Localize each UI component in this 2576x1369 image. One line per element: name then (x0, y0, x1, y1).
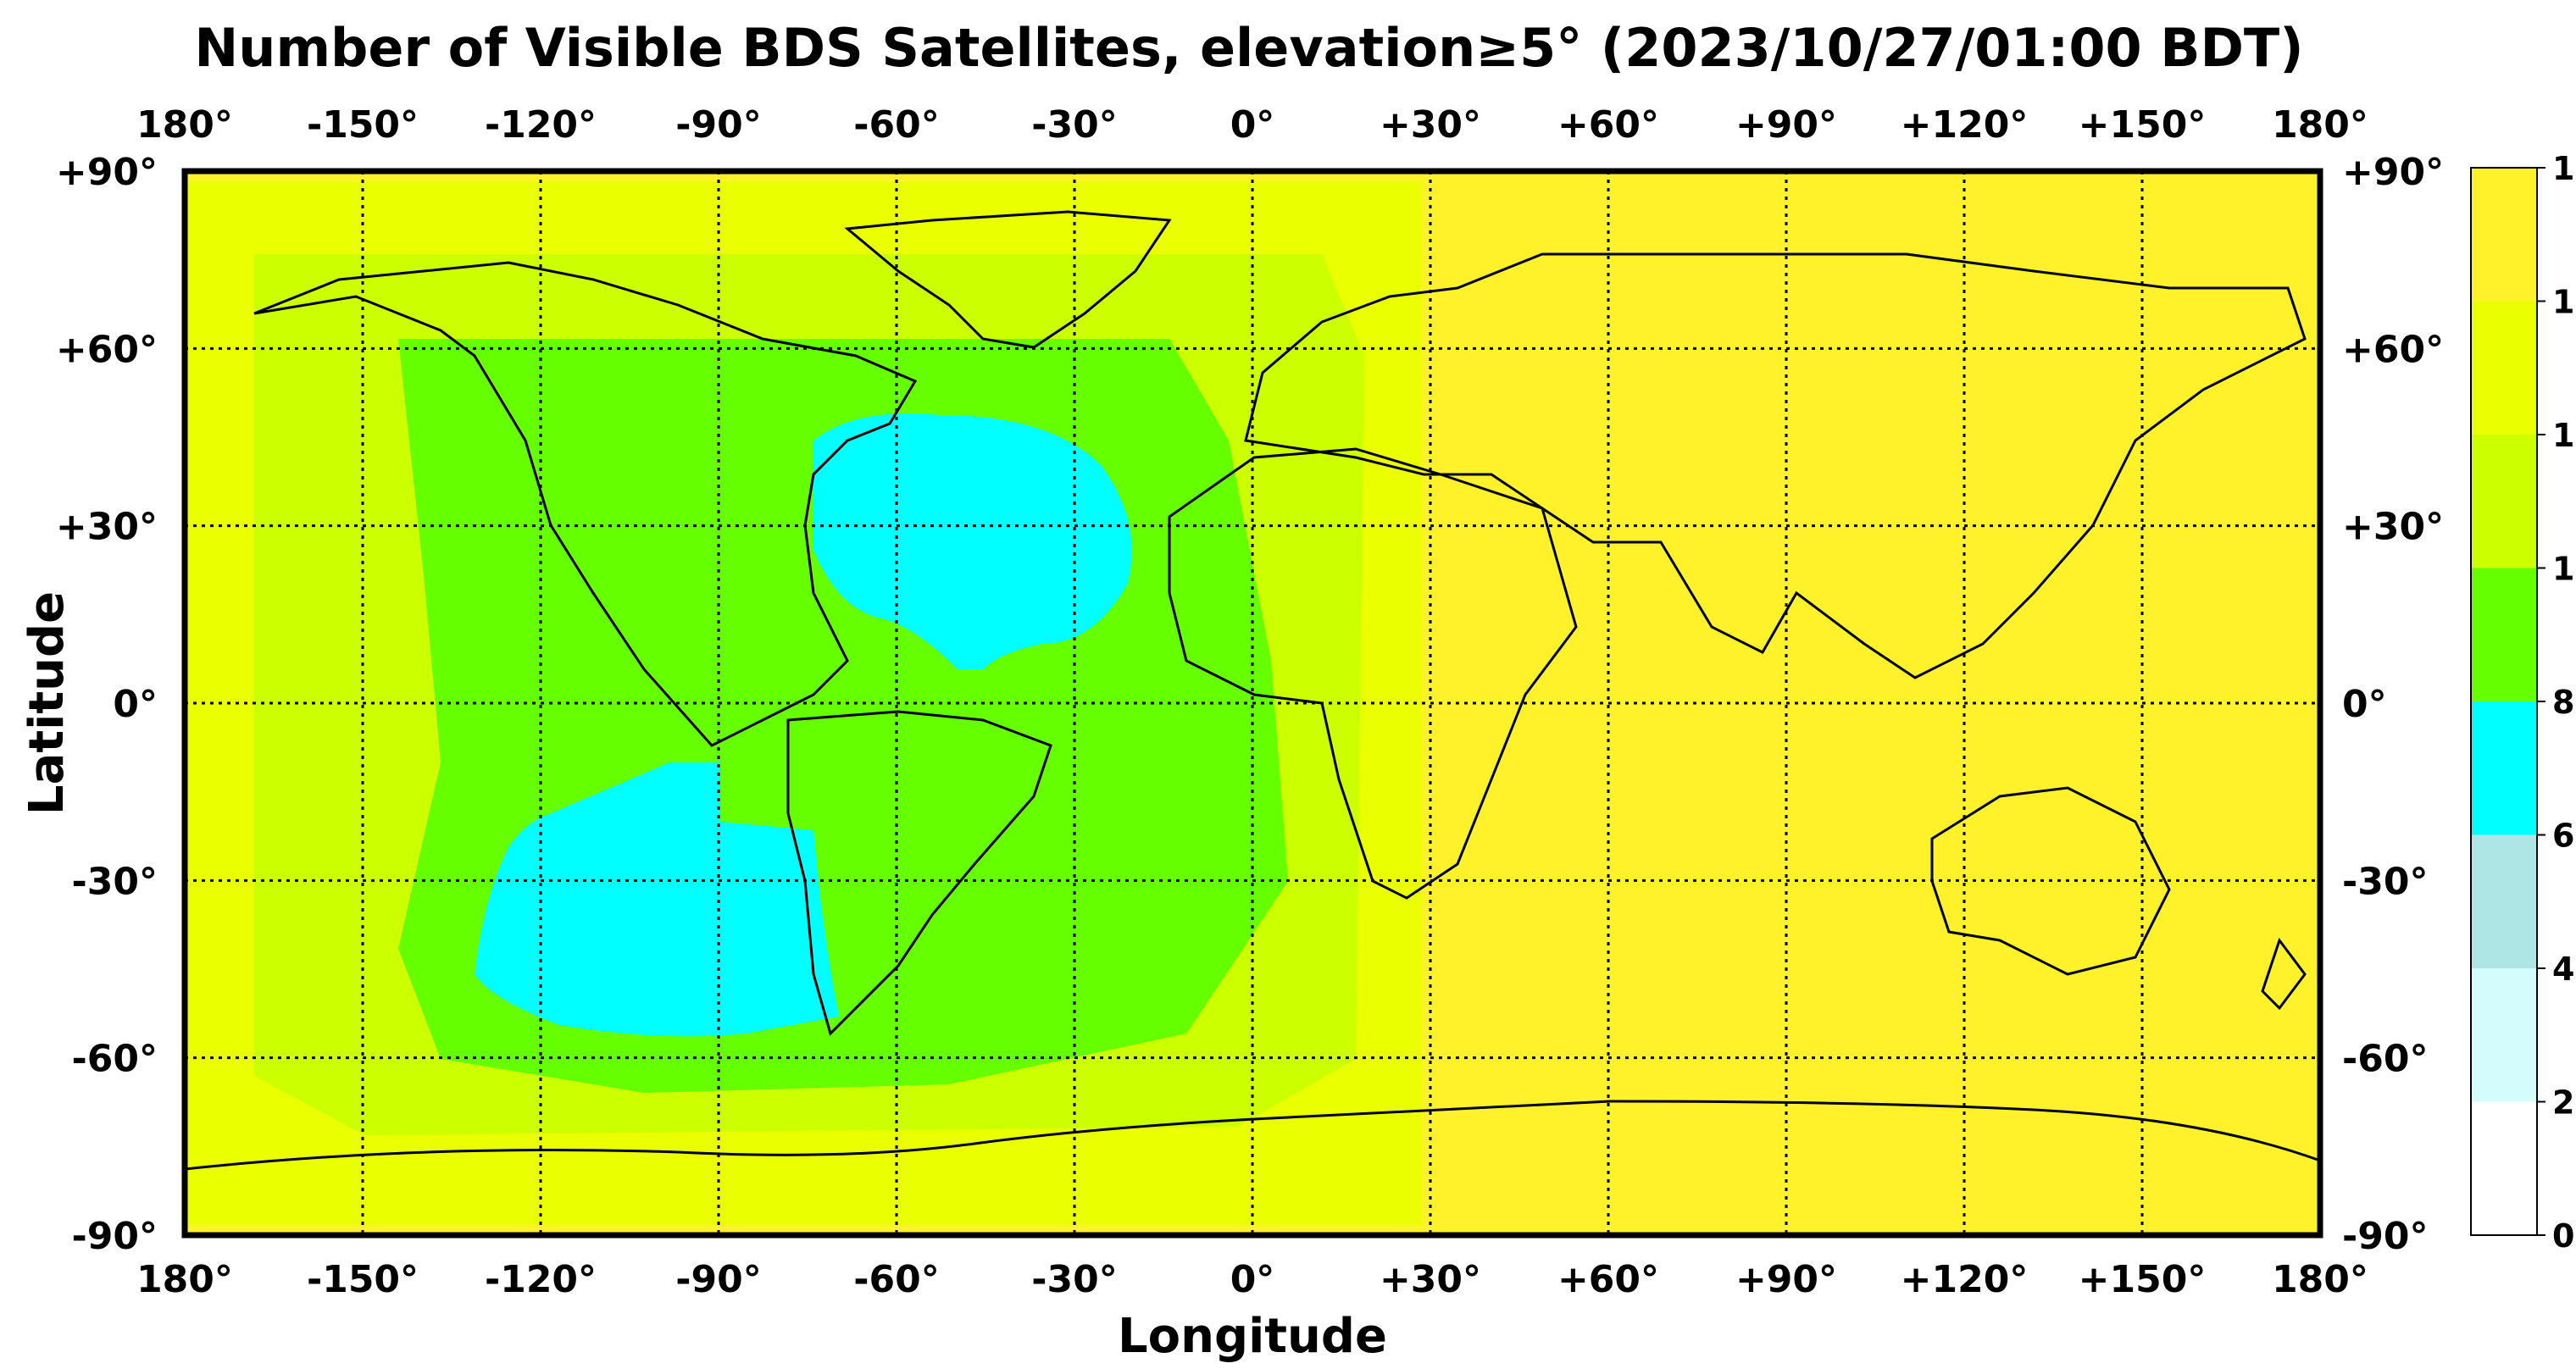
lat-tick-label-right: -60° (2342, 1038, 2429, 1081)
colorbar-level (2471, 834, 2537, 968)
colorbar-tick-label: 2 (2552, 1084, 2574, 1122)
lat-tick-label-right: 0° (2342, 683, 2387, 726)
x-axis-label: Longitude (1118, 1309, 1387, 1364)
lon-tick-label-top: +120° (1901, 103, 2029, 147)
lon-tick-label-bottom: +90° (1735, 1258, 1837, 1301)
lat-tick-label-left: +90° (56, 151, 158, 194)
heat-region-7-north (813, 413, 1132, 669)
lat-tick-label-right: -90° (2342, 1215, 2429, 1258)
latitude-ticks-right: +90° +60° +30° 0° -30° -60° -90° (2342, 151, 2444, 1258)
colorbar-level (2471, 1101, 2537, 1235)
lon-tick-label-top: -90° (675, 103, 762, 147)
lat-tick-label-right: +30° (2342, 506, 2444, 549)
map-frame (181, 168, 2323, 1239)
colorbar-level (2471, 168, 2537, 302)
lon-tick-label-top: +90° (1735, 103, 1837, 147)
lat-tick-label-left: +60° (56, 328, 158, 371)
lat-tick-label-left: -90° (72, 1215, 158, 1258)
colorbar-tick-label: 16 (2552, 150, 2576, 187)
latitude-ticks-left: +90° +60° +30° 0° -30° -60° -90° (56, 151, 158, 1258)
lon-tick-label-bottom: +120° (1901, 1258, 2029, 1301)
lon-tick-label-top: -60° (853, 103, 940, 147)
longitude-ticks-bottom: 180° -150° -120° -90° -60° -30° 0° +30° +60° +90°… (136, 1258, 2368, 1301)
lon-tick-label-bottom: 180° (2272, 1258, 2368, 1301)
lon-tick-label-bottom: 180° (136, 1258, 233, 1301)
colorbar-level (2471, 968, 2537, 1102)
lon-tick-label-top: -30° (1031, 103, 1118, 147)
coastline-australia (1930, 786, 2171, 976)
lat-tick-label-right: +60° (2342, 328, 2444, 371)
colorbar-level (2471, 301, 2537, 435)
coastline-eurasia (1244, 252, 2307, 679)
colorbar-level (2471, 701, 2537, 835)
lon-tick-label-top: -150° (307, 103, 419, 147)
coastline-greenland (844, 210, 1172, 349)
lon-tick-label-top: -120° (485, 103, 597, 147)
lon-tick-label-top: +60° (1557, 103, 1659, 147)
colorbar-level (2471, 568, 2537, 701)
lon-tick-label-bottom: +30° (1380, 1258, 1481, 1301)
heat-region-7-south (475, 762, 839, 1037)
chart-title: Number of Visible BDS Satellites, elevat… (194, 17, 2303, 79)
lon-tick-label-bottom: -150° (307, 1258, 419, 1301)
grid (185, 171, 2320, 1235)
colorbar-tick-label: 0 (2552, 1217, 2574, 1255)
coastline-new-zealand (2261, 937, 2307, 1011)
longitude-ticks-top: 180° -150° -120° -90° -60° -30° 0° +30° +60° +90°… (136, 103, 2368, 147)
lat-tick-label-left: -60° (72, 1038, 158, 1081)
lon-tick-label-bottom: -120° (485, 1258, 597, 1301)
lon-tick-label-bottom: -90° (675, 1258, 762, 1301)
lon-tick-label-top: 0° (1230, 103, 1275, 147)
coastline-north-america (253, 261, 918, 747)
colorbar: 16 14 12 10 8 6 4 2 0 (2470, 150, 2576, 1255)
lon-tick-label-top: 180° (2272, 103, 2368, 147)
lon-tick-label-top: +150° (2079, 103, 2207, 147)
colorbar-tick-label: 14 (2552, 284, 2576, 321)
lat-tick-label-left: 0° (113, 683, 158, 726)
colorbar-tick-label: 6 (2552, 818, 2574, 855)
lon-tick-label-bottom: +150° (2079, 1258, 2207, 1301)
lat-tick-label-right: +90° (2342, 151, 2444, 194)
colorbar-tick-label: 10 (2552, 551, 2576, 588)
colorbar-tick-label: 4 (2552, 951, 2574, 988)
lon-tick-label-bottom: -30° (1031, 1258, 1118, 1301)
colorbar-tick-label: 12 (2552, 417, 2576, 454)
y-axis-label: Latitude (19, 591, 75, 815)
lon-tick-label-top: +30° (1380, 103, 1481, 147)
colorbar-level (2471, 435, 2537, 568)
colorbar-tick-label: 8 (2552, 684, 2574, 721)
coastline-south-america (786, 710, 1052, 1036)
coastline-antarctica (185, 1100, 2320, 1171)
lat-tick-label-left: -30° (72, 860, 158, 903)
coastlines (185, 210, 2320, 1171)
lat-tick-label-right: -30° (2342, 860, 2429, 903)
lon-tick-label-bottom: 0° (1230, 1258, 1275, 1301)
coastline-africa (1168, 447, 1578, 900)
lon-tick-label-top: 180° (136, 103, 233, 147)
lon-tick-label-bottom: -60° (853, 1258, 940, 1301)
lon-tick-label-bottom: +60° (1557, 1258, 1659, 1301)
lat-tick-label-left: +30° (56, 506, 158, 549)
